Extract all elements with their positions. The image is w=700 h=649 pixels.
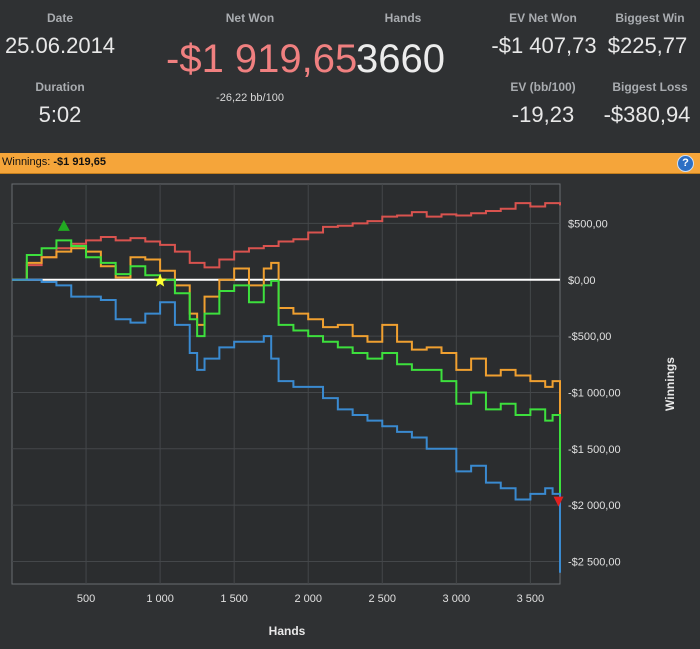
star-marker xyxy=(153,273,167,287)
y-tick-label: $0,00 xyxy=(568,275,596,287)
date-value: 25.06.2014 xyxy=(4,33,116,58)
winnings-chart: 500 1 000 1 500 2 000 2 500 3 000 3 500 $500,0… xyxy=(11,183,677,638)
ev-bb100-label: EV (bb/100) xyxy=(510,80,576,94)
x-axis-title: Hands xyxy=(269,624,306,638)
y-tick-label: -$1 000,00 xyxy=(568,387,621,399)
winnings-summary: Winnings: -$1 919,65 xyxy=(2,156,106,168)
duration-value: 5:02 xyxy=(38,102,82,127)
x-tick-label: 2 500 xyxy=(369,593,397,605)
ev-bb100-value: -19,23 xyxy=(511,102,575,127)
x-tick-label: 3 000 xyxy=(443,593,471,605)
winnings-value: -$1 919,65 xyxy=(53,156,106,168)
x-tick-label: 500 xyxy=(77,593,95,605)
biggest-loss-label: Biggest Loss xyxy=(612,80,688,94)
duration-label: Duration xyxy=(35,80,85,94)
ev-net-won-value: -$1 407,73 xyxy=(491,33,597,58)
net-won-bb100: -26,22 bb/100 xyxy=(216,92,284,104)
biggest-win-label: Biggest Win xyxy=(615,11,685,25)
date-label: Date xyxy=(46,11,73,25)
help-icon[interactable]: ? xyxy=(677,155,694,172)
end-marker-triangle xyxy=(553,496,564,507)
ev-net-won-label: EV Net Won xyxy=(509,11,577,25)
series-line-3 xyxy=(12,278,561,573)
series-group xyxy=(12,202,561,573)
y-tick-label: -$2 500,00 xyxy=(568,556,621,568)
y-axis-title: Winnings xyxy=(663,357,677,411)
x-tick-label: 2 000 xyxy=(294,593,322,605)
hands-value: 3660 xyxy=(356,37,445,81)
winnings-chart-area: 500 1 000 1 500 2 000 2 500 3 000 3 500 $500,0… xyxy=(0,174,700,644)
series-line-0 xyxy=(12,202,561,281)
winnings-header-bar: Winnings: -$1 919,65 ? xyxy=(0,153,700,174)
max-marker-triangle xyxy=(57,219,70,231)
y-tick-label: -$2 000,00 xyxy=(568,500,621,512)
biggest-loss-value: -$380,94 xyxy=(603,102,691,127)
y-tick-label: -$500,00 xyxy=(568,331,611,343)
hands-label: Hands xyxy=(384,11,422,25)
net-won-label: Net Won xyxy=(225,11,275,25)
x-axis: 500 1 000 1 500 2 000 2 500 3 000 3 500 xyxy=(77,593,544,605)
y-tick-label: $500,00 xyxy=(568,218,608,230)
y-axis: $500,00 $0,00 -$500,00 -$1 000,00 -$1 500,00… xyxy=(568,218,621,568)
x-tick-label: 1 500 xyxy=(220,593,248,605)
y-tick-label: -$1 500,00 xyxy=(568,444,621,456)
series-line-2 xyxy=(12,239,561,497)
x-tick-label: 1 000 xyxy=(146,593,174,605)
biggest-win-value: $225,77 xyxy=(607,33,688,58)
net-won-value: -$1 919,65 xyxy=(166,37,358,81)
x-tick-label: 3 500 xyxy=(517,593,545,605)
winnings-label: Winnings: xyxy=(2,156,51,168)
markers-group xyxy=(57,219,564,507)
chart-grid xyxy=(11,183,561,585)
plot-frame xyxy=(11,183,561,585)
session-stats-panel: Date 25.06.2014 Duration 5:02 Net Won -$… xyxy=(0,0,700,152)
